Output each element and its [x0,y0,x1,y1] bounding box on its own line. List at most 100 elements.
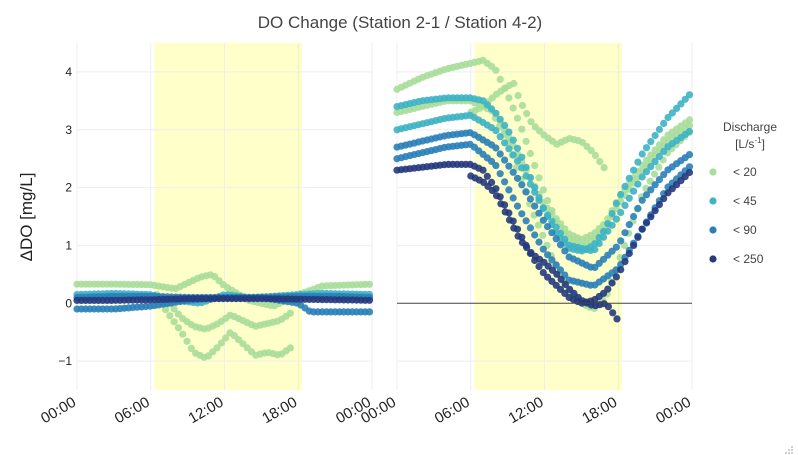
data-point [213,344,221,352]
data-point [365,280,374,288]
data-point [492,127,500,135]
data-point [608,221,616,229]
legend-title-sup: -1 [754,136,762,145]
data-point [526,149,535,158]
data-point [552,235,560,243]
data-point [685,151,694,159]
data-point [522,188,530,196]
y-tick-label: 4 [65,65,72,79]
data-point [518,210,526,218]
data-point [552,223,560,231]
data-point [217,339,225,347]
data-point [501,139,509,147]
data-point [539,269,547,277]
data-point [496,150,504,158]
legend-label: < 250 [733,252,764,266]
legend-marker [709,255,717,263]
data-point [286,344,294,352]
data-point [685,116,694,124]
legend-item[interactable]: < 20 [709,165,757,179]
data-point [647,151,655,159]
data-point [539,216,547,224]
data-point [553,270,561,278]
x-tick-label: 12:00 [185,394,226,427]
data-point [523,110,531,118]
data-point [513,174,522,182]
data-point [647,213,655,221]
data-point [685,91,694,99]
data-point [651,131,659,140]
data-point [685,127,694,136]
data-point [651,146,659,154]
data-point [522,172,530,180]
data-point [548,256,556,264]
data-point [604,285,612,293]
resize-handle[interactable] [785,446,793,454]
data-point [505,216,514,224]
data-point [531,188,539,196]
legend-title-line2: [L/s-1] [735,136,765,151]
data-point [496,75,504,83]
y-tick-label: −1 [58,354,72,368]
data-point [539,204,547,212]
data-point [642,156,651,164]
legend-marker [709,197,717,205]
data-point [496,133,504,141]
data-point [642,219,651,227]
data-point [510,79,518,88]
data-point [488,105,496,113]
data-point [638,173,646,181]
data-point [634,233,642,241]
data-point [617,190,625,199]
data-point [170,318,178,326]
data-point [479,166,487,174]
x-tick-label: 00:00 [38,394,79,427]
data-point [591,151,600,160]
data-point [612,199,621,208]
data-point [534,221,543,229]
data-point [647,138,655,146]
data-point [621,182,629,190]
series-0 [73,271,374,310]
legend-item[interactable]: < 45 [709,194,757,208]
data-point [621,201,629,209]
y-tick-label: 0 [65,296,72,310]
data-point [523,244,531,252]
panel-right: 00:00 06:00 12:00 18:00 00:00 [358,43,694,427]
data-point [651,158,659,166]
data-point [660,195,668,203]
data-point [497,200,505,208]
data-point [609,309,617,317]
data-point [174,310,182,318]
data-point [505,145,513,153]
data-point [612,215,621,223]
y-axis-label: ΔDO [mg/L] [17,173,36,262]
data-point [501,208,509,216]
data-point [660,171,668,179]
legend-item[interactable]: < 90 [709,223,757,237]
data-point [617,208,625,217]
data-point [179,330,187,338]
data-point [595,239,603,247]
data-point [535,174,543,182]
data-point [535,196,543,204]
legend: Discharge [L/s-1] < 20 < 45 < 90 < 250 [709,120,777,266]
legend-items: < 20 < 45 < 90 < 250 [709,165,764,266]
data-point [660,119,668,127]
data-point [514,92,522,100]
data-point [664,113,672,122]
legend-item[interactable]: < 250 [709,252,764,266]
data-point [655,125,664,134]
data-point [634,180,642,188]
data-point [625,221,633,229]
data-point [655,141,664,149]
data-point [655,163,663,171]
legend-title-line1: Discharge [723,120,777,134]
series-5 [393,111,694,255]
data-point [518,181,526,189]
data-point [509,168,517,176]
data-point [596,158,604,166]
data-point [501,156,509,164]
series-4 [393,91,694,255]
